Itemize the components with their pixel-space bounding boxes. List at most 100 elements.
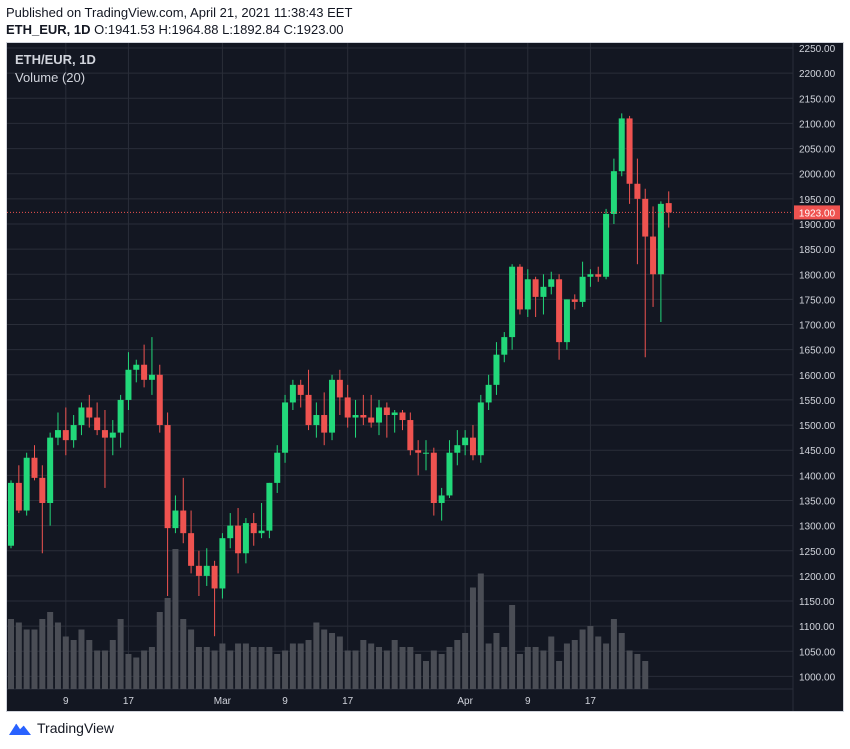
candle-body (493, 354, 500, 385)
volume-bar (188, 629, 195, 689)
candle-body (101, 430, 108, 438)
volume-bar (329, 633, 336, 689)
candle-body (266, 482, 273, 531)
volume-bar (78, 629, 85, 689)
price-tick-label: 1550.00 (799, 396, 836, 407)
volume-bar (39, 619, 46, 689)
volume-bar (235, 643, 242, 689)
tradingview-branding[interactable]: TradingView (8, 720, 114, 736)
volume-bar (101, 650, 108, 689)
candle-body (203, 565, 210, 576)
volume-bar (133, 657, 140, 689)
candle-body (516, 266, 523, 310)
volume-bar (548, 636, 555, 689)
volume-bar (391, 640, 398, 689)
time-axis-labels: 9 17 Mar 9 17 Apr 9 17 (63, 696, 596, 707)
volume-bar (422, 661, 429, 689)
price-axis-labels: 1000.00 1050.00 1100.00 1150.00 1200.00 1250.… (799, 44, 836, 683)
volume-bar (524, 647, 531, 689)
candle-body (532, 279, 539, 297)
candle-body (164, 425, 171, 529)
candle-body (274, 452, 281, 483)
candle-body (211, 565, 218, 589)
volume-bar (603, 643, 610, 689)
candle-body (563, 299, 570, 343)
candle-body (141, 364, 148, 380)
volume-bar (274, 654, 281, 689)
volume-bar (360, 640, 367, 689)
volume-bar (47, 612, 54, 689)
volume-bar (446, 647, 453, 689)
price-tick-label: 2050.00 (799, 145, 836, 156)
candle-body (336, 379, 343, 398)
last-price-marker: 1923.00 (7, 205, 840, 220)
candle-body (117, 399, 124, 433)
volume-bar (180, 619, 187, 689)
volume-bar (477, 573, 484, 689)
candle-body (47, 437, 54, 503)
candle-body (235, 525, 242, 554)
candle-body (430, 452, 437, 503)
volume-bar (62, 636, 69, 689)
volume-bar (94, 650, 101, 689)
candle-body (477, 402, 484, 456)
volume-bar (227, 650, 234, 689)
volume-bar (195, 647, 202, 689)
volume-bar (642, 661, 649, 689)
volume-bar (305, 640, 312, 689)
candle-body (399, 412, 406, 421)
volume-bar (540, 650, 547, 689)
volume-bar (242, 643, 249, 689)
candle-body (352, 415, 359, 418)
candle-body (70, 425, 77, 441)
price-tick-label: 1950.00 (799, 195, 836, 206)
candle-body (360, 415, 367, 418)
candle-body (282, 402, 289, 453)
candle-body (650, 236, 657, 275)
price-chart[interactable]: 1923.00 1000.00 1050.00 1100.00 1150.00 1200… (7, 43, 843, 711)
price-tick-label: 1350.00 (799, 496, 836, 507)
volume-bar (595, 636, 602, 689)
candle-body (524, 279, 531, 310)
candle-body (8, 482, 14, 546)
candle-body (109, 432, 116, 438)
volume-bar (509, 605, 516, 689)
price-tick-label: 1450.00 (799, 446, 836, 457)
volume-bar (203, 647, 210, 689)
candle-body (610, 171, 617, 214)
time-tick-label: Mar (214, 696, 232, 707)
candle-body (133, 364, 140, 370)
chart-frame[interactable]: 1923.00 1000.00 1050.00 1100.00 1150.00 1200… (6, 42, 844, 712)
candle-body (344, 397, 351, 418)
volume-bar (336, 636, 343, 689)
volume-bar (70, 640, 77, 689)
candle-body (227, 525, 234, 539)
price-tick-label: 1800.00 (799, 270, 836, 281)
candles (8, 113, 672, 637)
candle-body (391, 412, 398, 416)
volume-bar (376, 647, 383, 689)
price-tick-label: 1300.00 (799, 522, 836, 533)
candle-body (587, 274, 594, 277)
volume-bar (563, 643, 570, 689)
volume-bar (626, 650, 633, 689)
ohlc-values: O:1941.53 H:1964.88 L:1892.84 C:1923.00 (94, 22, 344, 37)
pane-volume-label: Volume (20) (15, 70, 85, 85)
time-tick-label: 9 (525, 696, 531, 707)
candle-body (180, 510, 187, 534)
candle-body (407, 420, 414, 451)
volume-bar (610, 619, 617, 689)
price-tick-label: 1400.00 (799, 471, 836, 482)
candle-body (297, 384, 304, 395)
volume-bar (571, 640, 578, 689)
candle-body (634, 183, 641, 199)
time-tick-label: 17 (342, 696, 354, 707)
volume-bar (250, 647, 257, 689)
candle-body (15, 482, 22, 511)
candle-body (62, 430, 69, 441)
volume-bar (430, 650, 437, 689)
candle-body (469, 437, 476, 456)
candle-body (618, 118, 625, 172)
volume-bar (321, 629, 328, 689)
volume-bar (368, 643, 375, 689)
